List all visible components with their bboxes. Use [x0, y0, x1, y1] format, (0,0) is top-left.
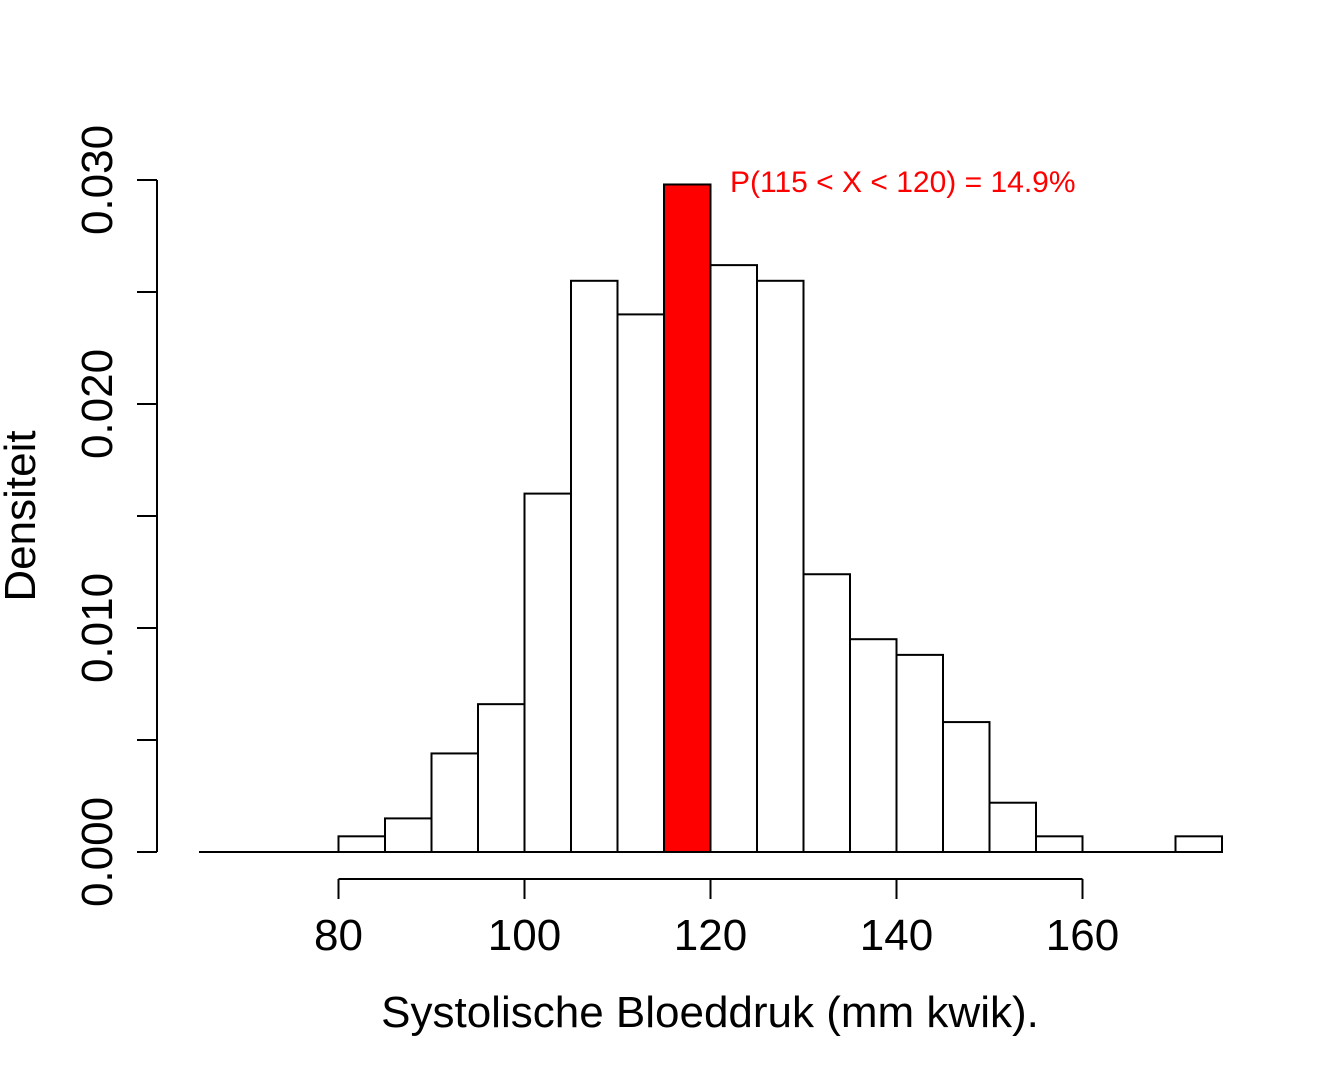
histogram-bar-135-140	[849, 638, 898, 854]
histogram-bar-120-125	[709, 264, 758, 853]
histogram-bar-145-150	[942, 721, 991, 854]
histogram-bar-100-105	[523, 492, 572, 853]
histogram-bar-170-175	[1174, 835, 1223, 854]
histogram-bar-140-145	[895, 653, 944, 853]
x-axis: 80 100 120 140 160	[314, 878, 1119, 960]
y-axis-title: Densiteit	[0, 430, 45, 601]
y-tick-label: 0.000	[73, 797, 122, 907]
histogram-bar-90-95	[430, 752, 479, 853]
x-tick-label: 80	[314, 911, 363, 960]
y-tick-label: 0.030	[73, 125, 122, 235]
x-tick-label: 120	[674, 911, 747, 960]
probability-annotation: P(115 < X < 120) = 14.9%	[730, 166, 1076, 199]
y-tick-label: 0.020	[73, 349, 122, 459]
highlighted-bar-115-120	[663, 183, 712, 854]
histogram-bar-150-155	[988, 801, 1037, 853]
histogram-bars	[199, 183, 1223, 854]
histogram-bar-155-160	[1035, 835, 1084, 854]
histogram-bar-85-90	[384, 817, 433, 854]
histogram-bar-105-110	[570, 279, 619, 853]
histogram-bar-130-135	[802, 573, 851, 853]
histogram-bar-110-115	[616, 313, 665, 853]
x-tick-label: 160	[1046, 911, 1119, 960]
x-tick-label: 100	[488, 911, 561, 960]
x-tick-label: 140	[860, 911, 933, 960]
x-axis-title: Systolische Bloeddruk (mm kwik).	[381, 988, 1039, 1037]
histogram-bar-125-130	[756, 279, 805, 853]
histogram-bar-95-100	[477, 703, 526, 853]
y-axis: 0.000 0.010 0.020 0.030	[73, 125, 158, 907]
y-tick-label: 0.010	[73, 573, 122, 683]
histogram-bar-80-85	[337, 835, 386, 854]
